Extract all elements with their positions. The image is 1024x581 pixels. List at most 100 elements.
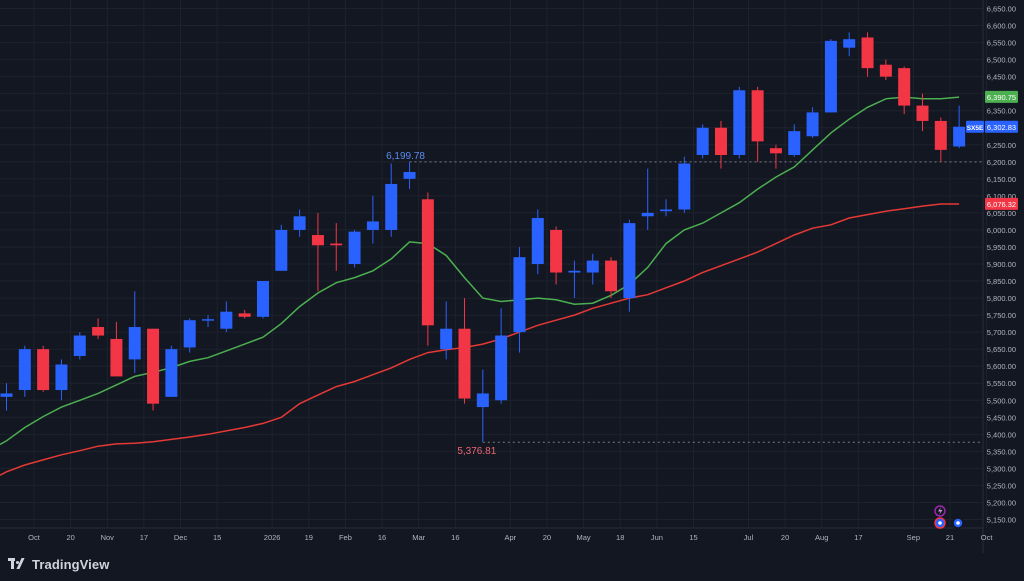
candle — [110, 321, 123, 377]
time-tick-label: 19 — [305, 533, 313, 542]
candle-body — [953, 126, 966, 147]
time-tick-label: 2026 — [264, 533, 281, 542]
candle-body — [440, 328, 453, 350]
ma-red-price-label-box — [985, 197, 1018, 210]
candle — [202, 315, 215, 328]
candle-body — [385, 183, 398, 230]
candle — [513, 246, 526, 353]
price-tick-label: 6,550.00 — [987, 39, 1016, 48]
candle-body — [220, 311, 233, 329]
candle-body — [531, 218, 544, 264]
candle-body — [366, 221, 379, 230]
candle-body — [495, 335, 508, 401]
price-axis[interactable]: 5,150.00 5,200.00 5,250.00 5,300.00 5,350.00… — [987, 5, 1016, 525]
candle-body — [769, 148, 782, 154]
candle — [495, 308, 508, 404]
event-dot-center — [956, 521, 960, 525]
lightning-glyph — [938, 507, 943, 515]
candle — [0, 383, 13, 411]
tradingview-brand: TradingView — [32, 556, 110, 572]
price-tick-label: 5,650.00 — [987, 345, 1016, 354]
candle-body — [92, 327, 105, 336]
price-tick-label: 6,100.00 — [987, 192, 1016, 201]
candle-body — [183, 320, 196, 348]
time-tick-label: 16 — [378, 533, 386, 542]
candle — [806, 107, 819, 138]
ma-green-price-label-box — [985, 90, 1018, 103]
candle-body — [55, 364, 68, 391]
candle — [751, 86, 764, 162]
price-tick-label: 6,150.00 — [987, 175, 1016, 184]
candle-body — [843, 39, 856, 48]
candle — [348, 229, 361, 268]
price-labels: 6,390.75 SX5E 6,302.83 6,076.32 — [966, 90, 1018, 210]
reference-lines — [409, 161, 983, 443]
candle — [220, 301, 233, 333]
price-tick-label: 6,350.00 — [987, 107, 1016, 116]
candle-body — [37, 349, 50, 391]
time-tick-label: Apr — [504, 533, 516, 542]
candle-body — [898, 68, 911, 106]
candle-body — [330, 243, 343, 246]
candle-body — [824, 40, 837, 113]
candle — [147, 328, 160, 411]
last-price-label-symbol: SX5E — [967, 125, 984, 132]
annotations: 6,199.78 5,376.81 — [386, 151, 497, 457]
candle-body — [550, 229, 563, 273]
candle — [879, 59, 892, 81]
candle-body — [751, 90, 764, 142]
price-tick-label: 5,450.00 — [987, 413, 1016, 422]
time-tick-label: Feb — [339, 533, 352, 542]
price-tick-label: 6,200.00 — [987, 158, 1016, 167]
candle-body — [403, 172, 416, 179]
candle-body — [293, 216, 306, 230]
high-annotation: 6,199.78 — [386, 151, 425, 162]
time-axis[interactable]: Oct 20 Nov 17 Dec 15 2026 19 Feb 16 Mar 16 Apr 20 May 1… — [28, 533, 993, 542]
time-tick-label: Aug — [815, 533, 828, 542]
time-tick-label: 20 — [781, 533, 789, 542]
price-tick-label: 5,500.00 — [987, 396, 1016, 405]
price-tick-label: 6,650.00 — [987, 5, 1016, 14]
ma-red-price-label: 6,076.32 — [987, 200, 1016, 209]
price-tick-label: 5,300.00 — [987, 464, 1016, 473]
footer-bar — [0, 553, 1024, 576]
candle-body — [238, 313, 251, 317]
time-tick-label: 17 — [854, 533, 862, 542]
candle — [714, 120, 727, 169]
candle — [623, 219, 636, 312]
candle — [531, 209, 544, 275]
candle-body — [110, 338, 123, 377]
candle — [385, 163, 398, 237]
candle-body — [18, 349, 31, 391]
candle — [293, 209, 306, 237]
ma-green-price-label: 6,390.75 — [987, 93, 1016, 102]
time-tick-label: 21 — [946, 533, 954, 542]
time-tick-label: 16 — [451, 533, 459, 542]
time-tick-label: Sep — [907, 533, 920, 542]
time-tick-label: Oct — [981, 533, 994, 542]
candle-body — [696, 127, 709, 155]
time-tick-label: 20 — [66, 533, 74, 542]
tradingview-mark-icon — [8, 558, 26, 570]
time-tick-label: 20 — [543, 533, 551, 542]
candle — [256, 281, 269, 319]
candle — [568, 260, 581, 299]
candle — [953, 105, 966, 149]
candle-body — [275, 229, 288, 271]
event-markers[interactable] — [934, 505, 964, 529]
candle — [403, 161, 416, 190]
price-tick-label: 6,250.00 — [987, 141, 1016, 150]
price-tick-label: 5,350.00 — [987, 447, 1016, 456]
candle — [769, 144, 782, 169]
candle-body — [311, 235, 324, 246]
tradingview-logo[interactable]: TradingView — [8, 555, 109, 573]
price-tick-label: 6,450.00 — [987, 73, 1016, 82]
price-tick-label: 5,850.00 — [987, 277, 1016, 286]
candle-body — [879, 64, 892, 77]
candle-body — [458, 328, 471, 399]
low-annotation: 5,376.81 — [457, 446, 496, 457]
price-tick-label: 5,550.00 — [987, 379, 1016, 388]
candle — [843, 32, 856, 57]
